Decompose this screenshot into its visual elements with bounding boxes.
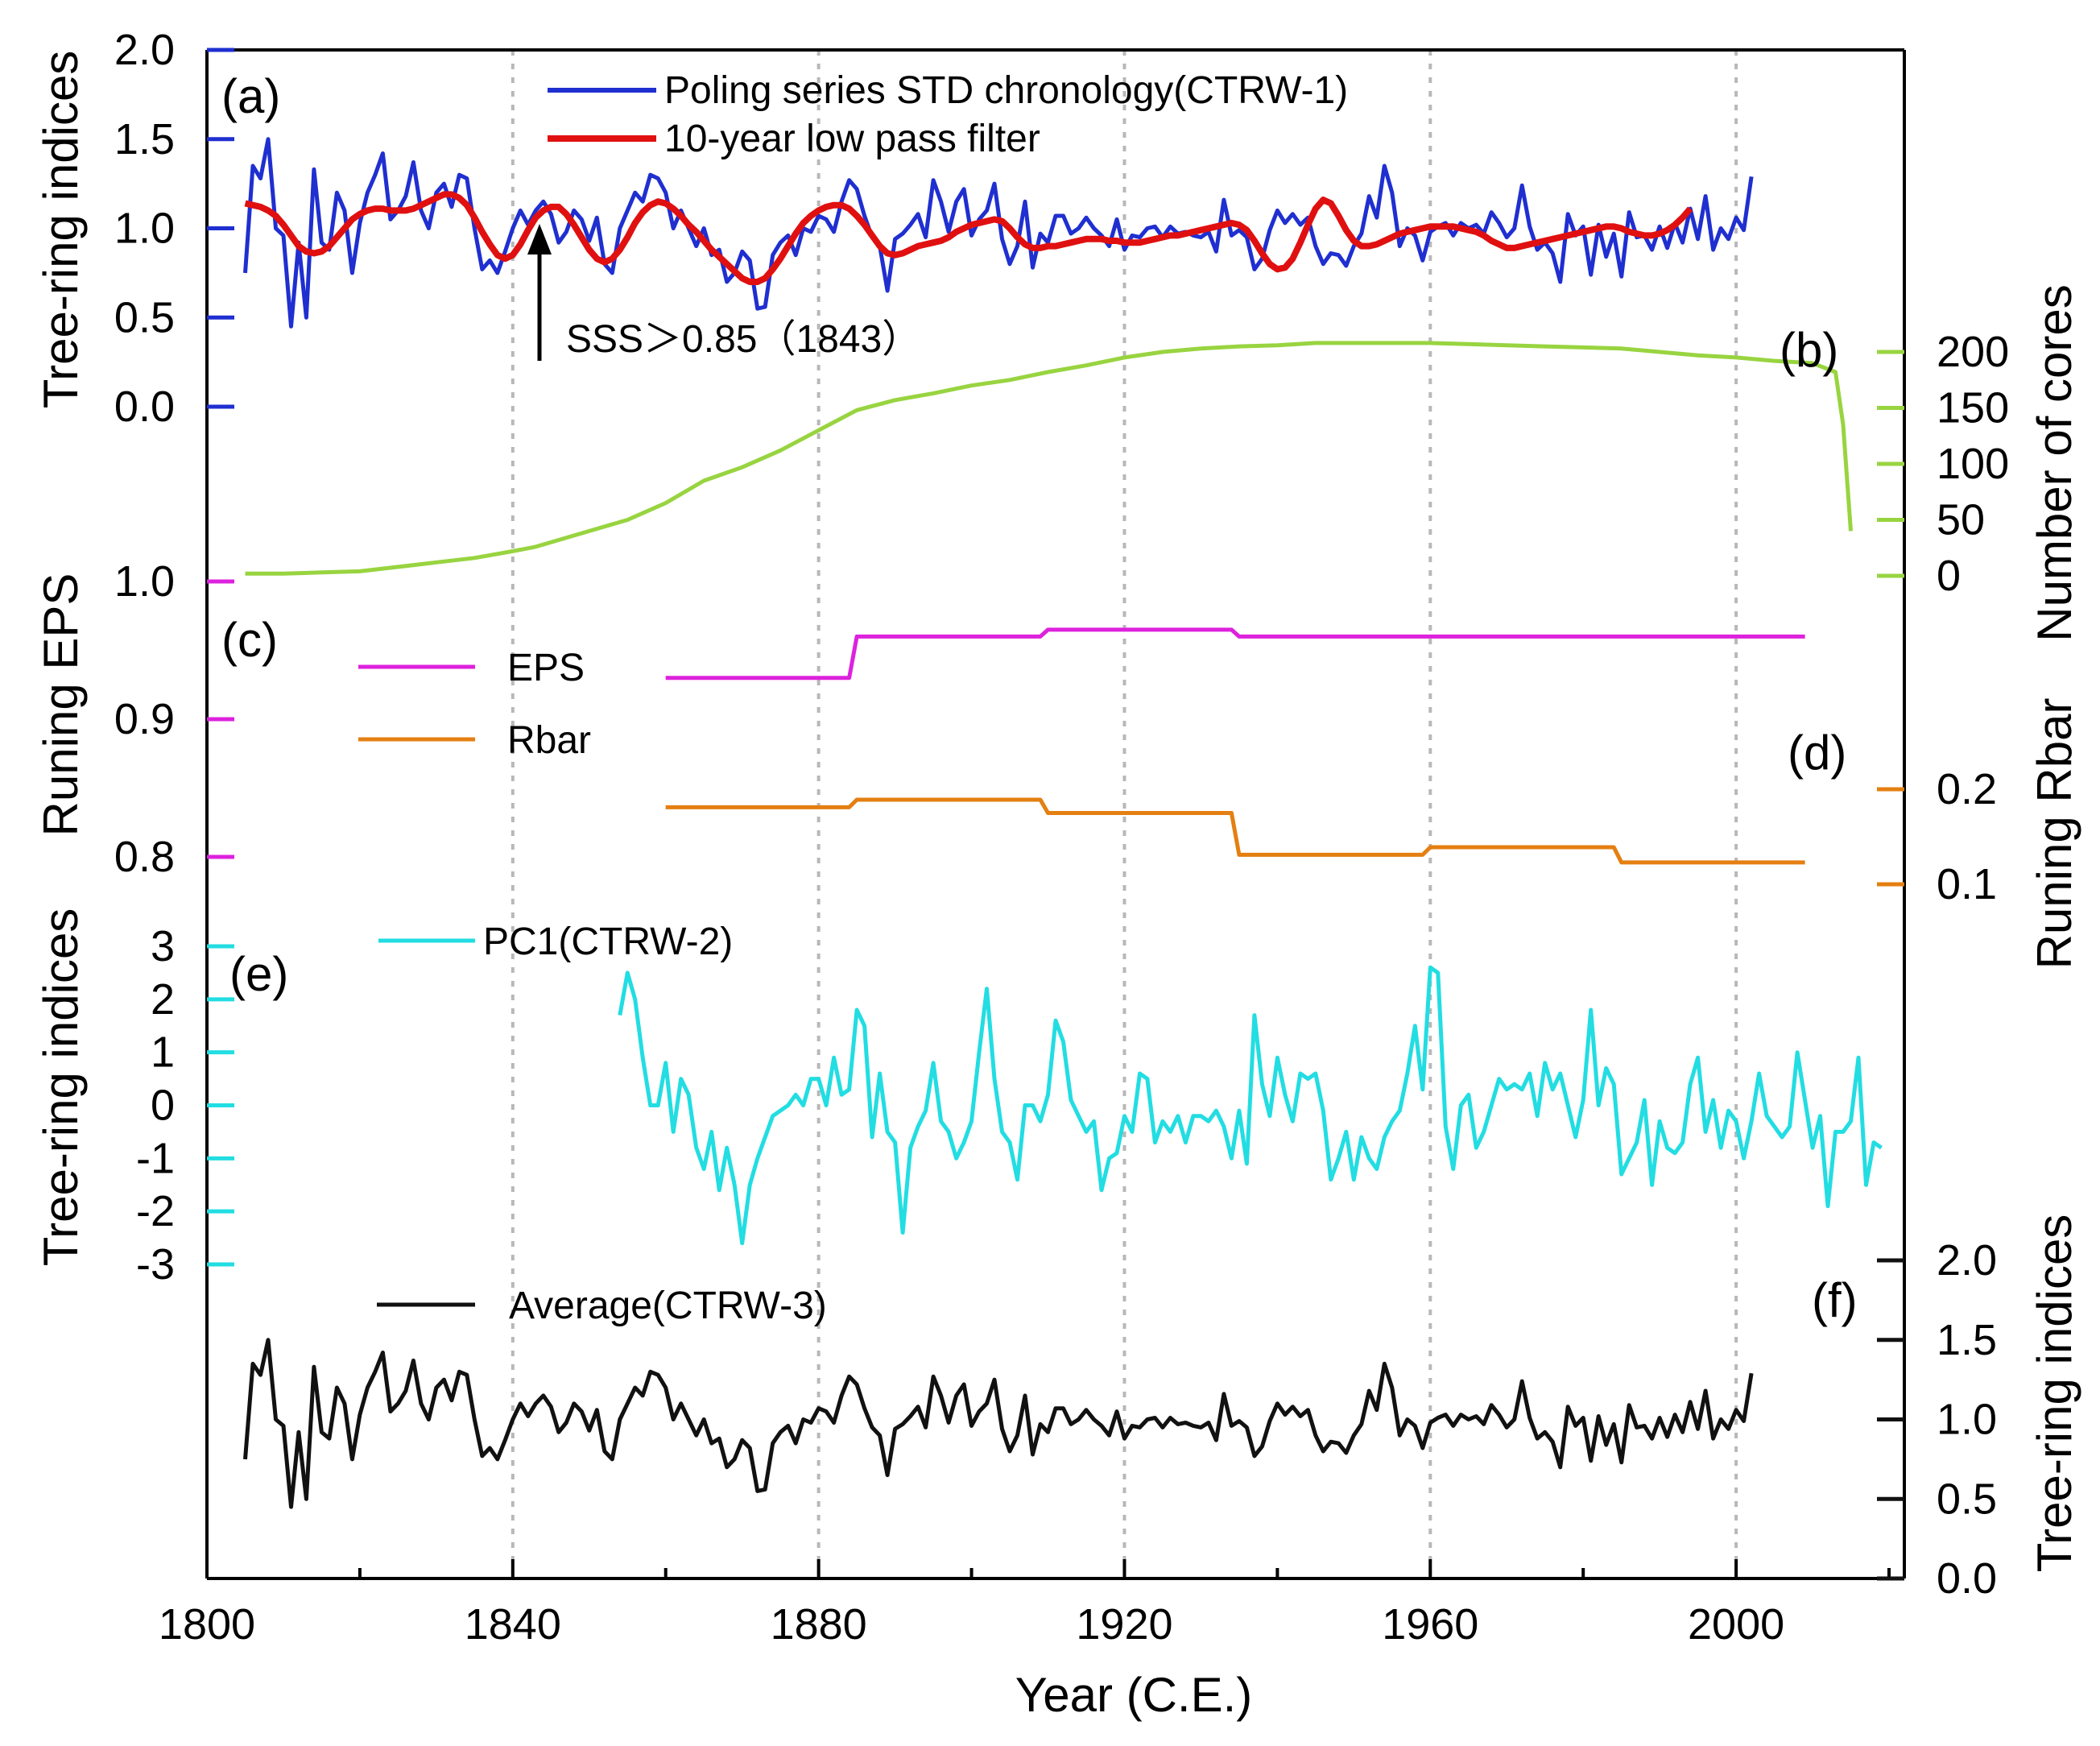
panel-f-label: (f)	[1812, 1273, 1858, 1327]
panel-e-y-tick-label--2: -2	[136, 1187, 175, 1235]
panel-b-y-tick-label-0: 0	[1937, 552, 1961, 600]
panel-b-label: (b)	[1780, 323, 1838, 377]
legend-label-eps: EPS	[507, 647, 585, 689]
panel-f-y-tick-label-1.5: 1.5	[1937, 1316, 1997, 1364]
panel-c-y-tick-label-0.9: 0.9	[114, 695, 175, 743]
panel-d-label: (d)	[1788, 726, 1846, 780]
panel-c-label: (c)	[221, 613, 278, 667]
panel-c-y-tick-label-0.8: 0.8	[114, 833, 175, 881]
x-tick-label-1800: 1800	[159, 1600, 255, 1649]
panel-b-y-tick-label-100: 100	[1937, 440, 2009, 488]
legend-label-pc1: PC1(CTRW-2)	[483, 921, 733, 963]
legend-label-average: Average(CTRW-3)	[509, 1285, 827, 1327]
series	[243, 137, 1883, 1509]
panel-a-label: (a)	[221, 69, 280, 123]
panel-e-y-tick-label--3: -3	[136, 1240, 175, 1289]
panel-f-y-tick-label-2.0: 2.0	[1937, 1236, 1997, 1285]
axes: 1800 1840 1880 1920 1960 20000.00.51.01.52.00…	[114, 26, 2009, 1649]
panel-e-y-title: Tree-ring indices	[34, 908, 88, 1267]
panel-e-label: (e)	[229, 947, 288, 1001]
labels: Year (C.E.) (a) (b) (c) (d) (e) (f) Tree…	[34, 51, 2081, 1722]
legend-label-rbar: Rbar	[507, 719, 591, 762]
panel-a-y-tick-label-0.0: 0.0	[114, 383, 175, 431]
panel-a-y-tick-label-1.0: 1.0	[114, 205, 175, 253]
gridlines	[511, 50, 1738, 1578]
panel-e-y-tick-label-1: 1	[151, 1028, 175, 1077]
panel-f-y-tick-label-0.0: 0.0	[1937, 1554, 1997, 1603]
panel-e-y-tick-label-3: 3	[151, 922, 175, 970]
panel-d-y-title: Runing Rbar	[2028, 698, 2081, 970]
panel-d-y-tick-label-0.2: 0.2	[1937, 765, 1997, 813]
panel-d-y-tick-label-0.1: 0.1	[1937, 860, 1997, 908]
panel-a-y-tick-label-2.0: 2.0	[114, 26, 175, 74]
panel-b-y-title: Number of cores	[2028, 284, 2081, 642]
series-pc1	[618, 965, 1883, 1246]
series-average	[243, 1338, 1754, 1509]
x-axis-title: Year (C.E.)	[1015, 1668, 1253, 1722]
panel-e-y-tick-label-2: 2	[151, 975, 175, 1024]
x-tick-label-1880: 1880	[771, 1600, 867, 1649]
x-tick-label-1920: 1920	[1076, 1600, 1172, 1649]
series-rbar	[665, 797, 1805, 865]
series-lowpass-filter	[244, 191, 1693, 285]
legend-label-poling: Poling series STD chronology(CTRW-1)	[664, 69, 1348, 112]
panel-f-y-tick-label-1.0: 1.0	[1937, 1396, 1997, 1444]
panel-a-y-tick-label-1.5: 1.5	[114, 115, 175, 163]
panel-c-y-title: Runing EPS	[34, 573, 88, 837]
panel-e-y-tick-label--1: -1	[136, 1134, 175, 1182]
x-tick-label-1840: 1840	[465, 1600, 561, 1649]
panel-b-y-tick-label-200: 200	[1937, 328, 2009, 376]
panel-b-y-tick-label-50: 50	[1937, 496, 1985, 544]
sss-arrow-head	[527, 224, 552, 254]
panel-b-y-tick-label-150: 150	[1937, 384, 2009, 432]
series-poling-std	[243, 137, 1754, 329]
panel-f-y-title: Tree-ring indices	[2028, 1214, 2081, 1573]
legend-label-lowpass: 10-year low pass filter	[664, 118, 1040, 160]
series-number-of-cores	[245, 341, 1853, 576]
x-tick-label-1960: 1960	[1382, 1600, 1478, 1649]
sss-annotation: SSS＞0.85（1843）	[566, 318, 920, 361]
panel-c-y-tick-label-1.0: 1.0	[114, 557, 175, 606]
series-eps	[665, 627, 1805, 681]
panel-e-y-tick-label-0: 0	[151, 1082, 175, 1130]
panel-a-y-tick-label-0.5: 0.5	[114, 293, 175, 341]
x-tick-label-2000: 2000	[1688, 1600, 1784, 1649]
panel-a-y-title: Tree-ring indices	[34, 51, 88, 409]
panel-f-y-tick-label-0.5: 0.5	[1937, 1475, 1997, 1523]
